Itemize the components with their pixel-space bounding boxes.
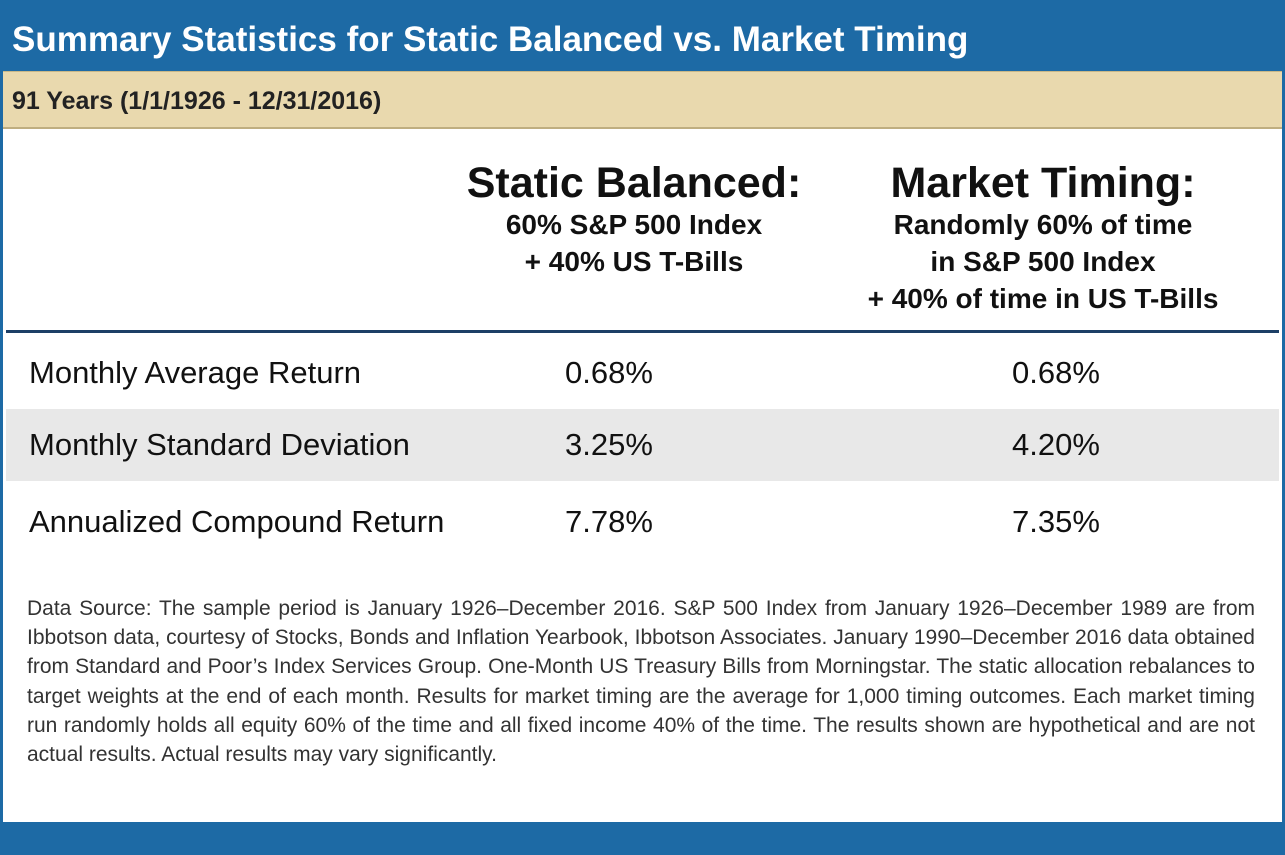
table-row-monthly-average-return: Monthly Average Return 0.68% 0.68% bbox=[6, 337, 1279, 409]
row-label: Monthly Average Return bbox=[29, 355, 362, 390]
static-balanced-value: 0.68% bbox=[565, 355, 653, 390]
header-divider bbox=[6, 330, 1279, 333]
column-desc-line: Randomly 60% of time bbox=[893, 209, 1193, 240]
static-balanced-value: 3.25% bbox=[565, 427, 653, 462]
column-desc-line: 60% S&P 500 Index bbox=[505, 209, 763, 240]
market-timing-value: 4.20% bbox=[1012, 427, 1100, 462]
market-timing-value: 7.35% bbox=[1012, 504, 1100, 539]
bottom-bar bbox=[3, 822, 1282, 855]
column-desc-line: in S&P 500 Index bbox=[930, 246, 1156, 277]
column-desc-line: + 40% US T-Bills bbox=[524, 246, 744, 277]
column-header-static-balanced: Static Balanced: 60% S&P 500 Index + 40%… bbox=[443, 160, 825, 280]
page-title: Summary Statistics for Static Balanced v… bbox=[12, 20, 969, 59]
data-source-footnote: Data Source: The sample period is Januar… bbox=[27, 597, 1255, 767]
column-title-static-balanced: Static Balanced: bbox=[466, 159, 802, 207]
column-title-market-timing: Market Timing: bbox=[890, 159, 1196, 207]
table-row-monthly-standard-deviation: Monthly Standard Deviation 3.25% 4.20% bbox=[6, 409, 1279, 481]
column-header-market-timing: Market Timing: Randomly 60% of time in S… bbox=[823, 160, 1263, 317]
row-label: Annualized Compound Return bbox=[29, 504, 445, 539]
row-label: Monthly Standard Deviation bbox=[29, 427, 410, 462]
period-subtitle: 91 Years (1/1/1926 - 12/31/2016) bbox=[12, 87, 382, 115]
column-desc-line: + 40% of time in US T-Bills bbox=[867, 283, 1219, 314]
market-timing-value: 0.68% bbox=[1012, 355, 1100, 390]
title-bar: Summary Statistics for Static Balanced v… bbox=[3, 0, 1282, 71]
static-balanced-value: 7.78% bbox=[565, 504, 653, 539]
subtitle-bar: 91 Years (1/1/1926 - 12/31/2016) bbox=[3, 71, 1282, 129]
table-row-annualized-compound-return: Annualized Compound Return 7.78% 7.35% bbox=[6, 486, 1279, 558]
